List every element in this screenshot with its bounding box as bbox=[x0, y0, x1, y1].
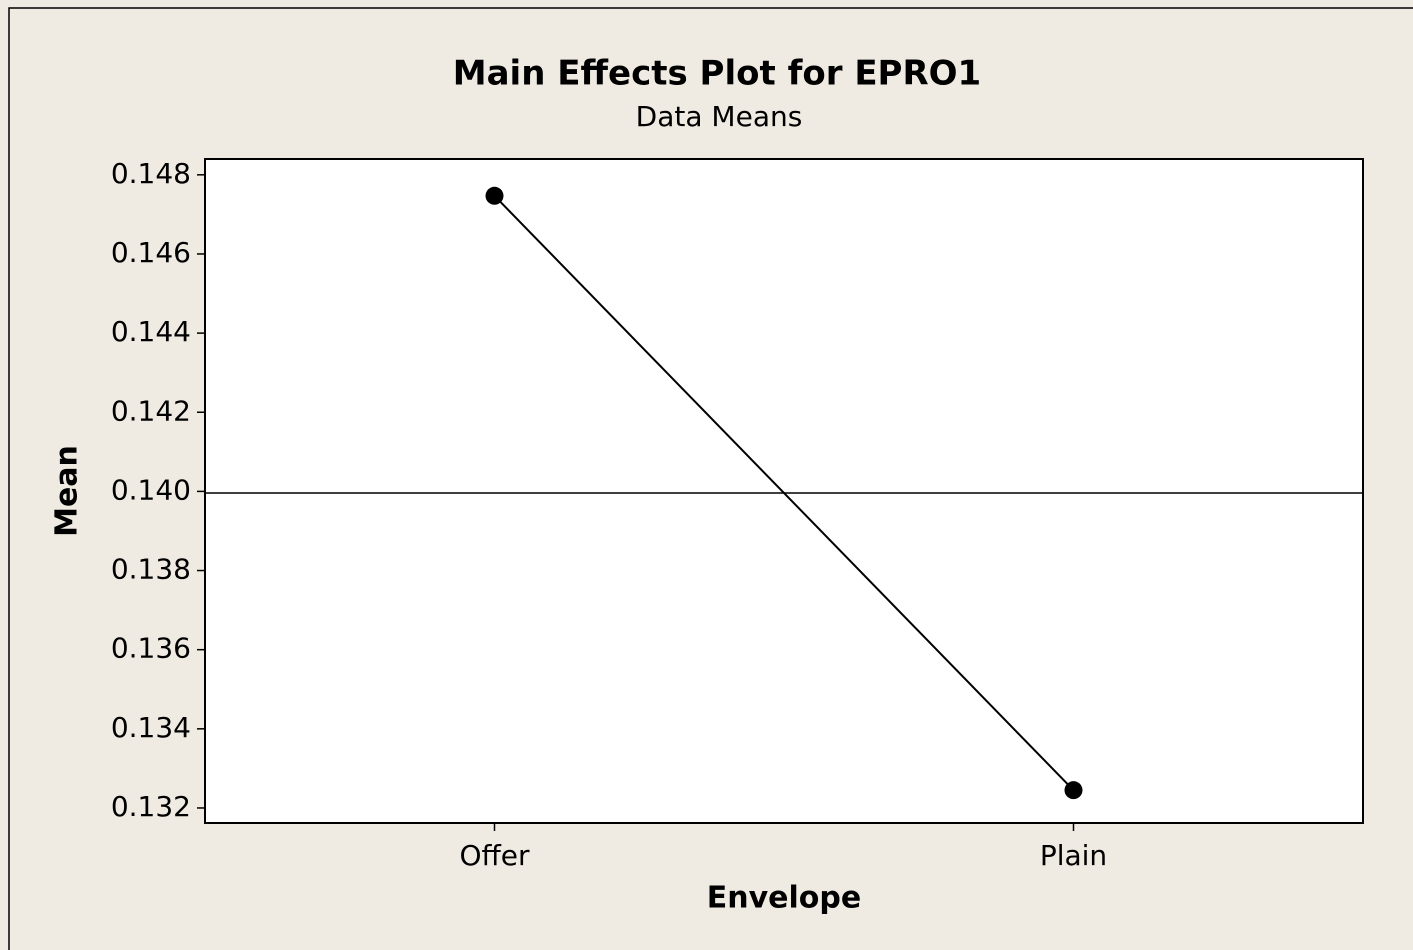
x-tick-label: Plain bbox=[1040, 839, 1107, 872]
y-tick-label: 0.146 bbox=[111, 236, 191, 269]
y-tick-label: 0.132 bbox=[111, 790, 191, 823]
y-tick-label: 0.134 bbox=[111, 711, 191, 744]
y-axis-label: Mean bbox=[50, 445, 85, 537]
chart-title: Main Effects Plot for EPRO1 bbox=[453, 54, 981, 94]
y-tick-label: 0.140 bbox=[111, 473, 191, 506]
y-tick-label: 0.136 bbox=[111, 632, 191, 665]
x-axis-label: Envelope bbox=[707, 881, 861, 916]
plot-area bbox=[204, 158, 1364, 824]
data-point bbox=[485, 186, 504, 205]
y-tick-label: 0.142 bbox=[111, 394, 191, 427]
y-tick-label: 0.144 bbox=[111, 315, 191, 348]
x-tick-label: Offer bbox=[459, 839, 530, 872]
data-point bbox=[1064, 781, 1083, 800]
series-line bbox=[493, 195, 1075, 791]
y-tick-label: 0.138 bbox=[111, 553, 191, 586]
chart-subtitle: Data Means bbox=[636, 100, 803, 133]
y-tick-label: 0.148 bbox=[111, 157, 191, 190]
